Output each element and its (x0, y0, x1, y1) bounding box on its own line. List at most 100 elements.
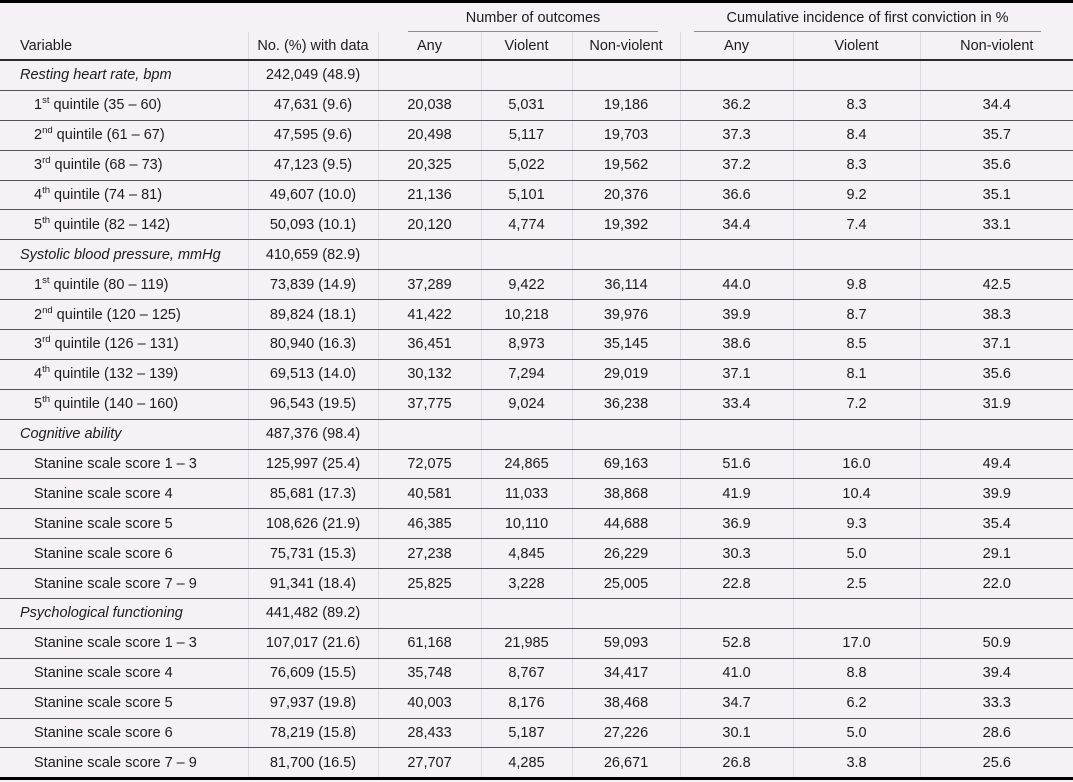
n-with-data-cell: 91,341 (18.4) (247, 568, 378, 600)
empty-cell (571, 239, 681, 271)
outcomes-any-cell: 28,433 (377, 718, 481, 749)
outcomes-any-cell: 46,385 (377, 508, 481, 540)
row-label-ordinal-suffix: nd (42, 125, 53, 137)
empty-cell (377, 419, 481, 450)
row-label: Stanine scale score 7 – 9 (0, 748, 248, 777)
row-label-ordinal: 3 (34, 157, 43, 174)
row-label-ordinal: 2 (34, 127, 43, 144)
outcomes-any-cell: 37,775 (377, 389, 481, 420)
row-label: 2nd quintile (61 – 67) (0, 120, 248, 151)
cum-violent-cell: 9.8 (792, 269, 921, 301)
outcomes-nonviolent-cell: 38,468 (571, 688, 681, 719)
cum-violent-cell: 5.0 (792, 718, 921, 749)
cum-any-cell: 39.9 (679, 299, 794, 331)
n-with-data-cell: 73,839 (14.9) (247, 269, 378, 301)
empty-cell (919, 598, 1073, 629)
empty-cell (571, 598, 681, 629)
table-row: 3rd quintile (68 – 73) 47,123 (9.5) 20,325… (0, 150, 1073, 181)
row-label-text: Stanine scale score 4 (34, 665, 173, 682)
cum-any-cell: 33.4 (679, 389, 794, 420)
cum-nonviolent-cell: 34.4 (919, 90, 1073, 121)
empty-cell (792, 419, 921, 450)
outcomes-violent-cell: 9,422 (480, 269, 572, 301)
outcomes-any-cell: 61,168 (377, 628, 481, 659)
outcomes-any-cell: 36,451 (377, 329, 481, 360)
row-label: Stanine scale score 7 – 9 (0, 568, 248, 600)
cum-any-cell: 44.0 (679, 269, 794, 301)
n-with-data-cell: 97,937 (19.8) (247, 688, 378, 719)
n-with-data-cell: 85,681 (17.3) (247, 478, 378, 510)
table-row: 5th quintile (82 – 142) 50,093 (10.1) 20,1… (0, 209, 1073, 241)
cum-nonviolent-cell: 39.4 (919, 658, 1073, 689)
outcomes-nonviolent-cell: 36,114 (571, 269, 681, 301)
cum-nonviolent-cell: 39.9 (919, 478, 1073, 510)
cum-violent-cell: 8.3 (792, 90, 921, 121)
column-header-cum-nonviolent: Non-violent (919, 32, 1073, 61)
outcomes-nonviolent-cell: 26,229 (571, 538, 681, 570)
cum-any-cell: 38.6 (679, 329, 794, 360)
cum-any-cell: 30.1 (679, 718, 794, 749)
data-table: Number of outcomes Cumulative incidence … (0, 3, 1073, 778)
n-with-data-cell: 107,017 (21.6) (247, 628, 378, 659)
cumulative-group-header: Cumulative incidence of first conviction… (694, 10, 1042, 32)
row-label: 5th quintile (82 – 142) (0, 209, 248, 241)
row-label-ordinal: 4 (34, 366, 43, 383)
row-label-ordinal: 5 (34, 216, 43, 233)
outcomes-nonviolent-cell: 69,163 (571, 449, 681, 480)
cum-any-cell: 51.6 (679, 449, 794, 480)
cum-violent-cell: 8.8 (792, 658, 921, 689)
section-label: Psychological functioning (0, 598, 248, 629)
cum-nonviolent-cell: 49.4 (919, 449, 1073, 480)
column-header-cum-violent: Violent (792, 32, 921, 61)
group-header-spacer (0, 3, 378, 32)
cum-violent-cell: 7.4 (792, 209, 921, 241)
empty-cell (679, 598, 794, 629)
outcomes-any-cell: 20,038 (377, 90, 481, 121)
section-row: Resting heart rate, bpm 242,049 (48.9) (0, 60, 1073, 91)
outcomes-any-cell: 21,136 (377, 180, 481, 211)
table-body: Resting heart rate, bpm 242,049 (48.9) 1st… (0, 60, 1073, 778)
outcomes-any-cell: 30,132 (377, 359, 481, 390)
outcomes-violent-cell: 4,774 (480, 209, 572, 241)
section-label: Cognitive ability (0, 419, 248, 450)
outcomes-nonviolent-cell: 19,703 (571, 120, 681, 151)
row-label-text: Stanine scale score 5 (34, 695, 173, 712)
outcomes-any-cell: 40,581 (377, 478, 481, 510)
column-header-row: Variable No. (%) with data Any Violent N… (0, 32, 1073, 61)
empty-cell (480, 60, 572, 91)
cum-violent-cell: 10.4 (792, 478, 921, 510)
column-header-variable: Variable (0, 32, 248, 61)
outcomes-nonviolent-cell: 35,145 (571, 329, 681, 360)
outcomes-violent-cell: 4,845 (480, 538, 572, 570)
row-label: Stanine scale score 1 – 3 (0, 449, 248, 480)
outcomes-nonviolent-cell: 19,392 (571, 209, 681, 241)
outcomes-any-cell: 72,075 (377, 449, 481, 480)
cum-any-cell: 37.1 (679, 359, 794, 390)
cum-violent-cell: 8.4 (792, 120, 921, 151)
row-label-text: quintile (80 – 119) (49, 276, 169, 293)
column-header-outcomes-any: Any (377, 32, 481, 61)
row-label: 5th quintile (140 – 160) (0, 389, 248, 420)
n-with-data-cell: 78,219 (15.8) (247, 718, 378, 749)
table-row: Stanine scale score 7 – 9 91,341 (18.4) 25… (0, 568, 1073, 600)
cum-any-cell: 34.7 (679, 688, 794, 719)
outcomes-any-cell: 25,825 (377, 568, 481, 600)
outcomes-violent-cell: 10,110 (480, 508, 572, 540)
table-row: Stanine scale score 5 108,626 (21.9) 46,38… (0, 508, 1073, 540)
row-label-text: quintile (132 – 139) (50, 366, 179, 383)
outcomes-nonviolent-cell: 26,671 (571, 747, 681, 778)
row-label-text: quintile (82 – 142) (50, 216, 171, 233)
outcomes-nonviolent-cell: 44,688 (571, 508, 681, 540)
cum-nonviolent-cell: 22.0 (919, 568, 1073, 600)
n-with-data-cell: 108,626 (21.9) (247, 508, 378, 540)
row-label-text: Stanine scale score 1 – 3 (34, 456, 197, 473)
row-label: 3rd quintile (126 – 131) (0, 329, 248, 360)
outcomes-violent-cell: 5,101 (480, 180, 572, 211)
table-row: 2nd quintile (120 – 125) 89,824 (18.1) 41,… (0, 299, 1073, 331)
empty-cell (792, 239, 921, 271)
cum-any-cell: 36.6 (679, 180, 794, 211)
row-label-ordinal-suffix: th (42, 185, 51, 197)
n-with-data-cell: 81,700 (16.5) (247, 747, 378, 778)
group-header-row: Number of outcomes Cumulative incidence … (0, 3, 1073, 32)
row-label: Stanine scale score 1 – 3 (0, 628, 248, 659)
